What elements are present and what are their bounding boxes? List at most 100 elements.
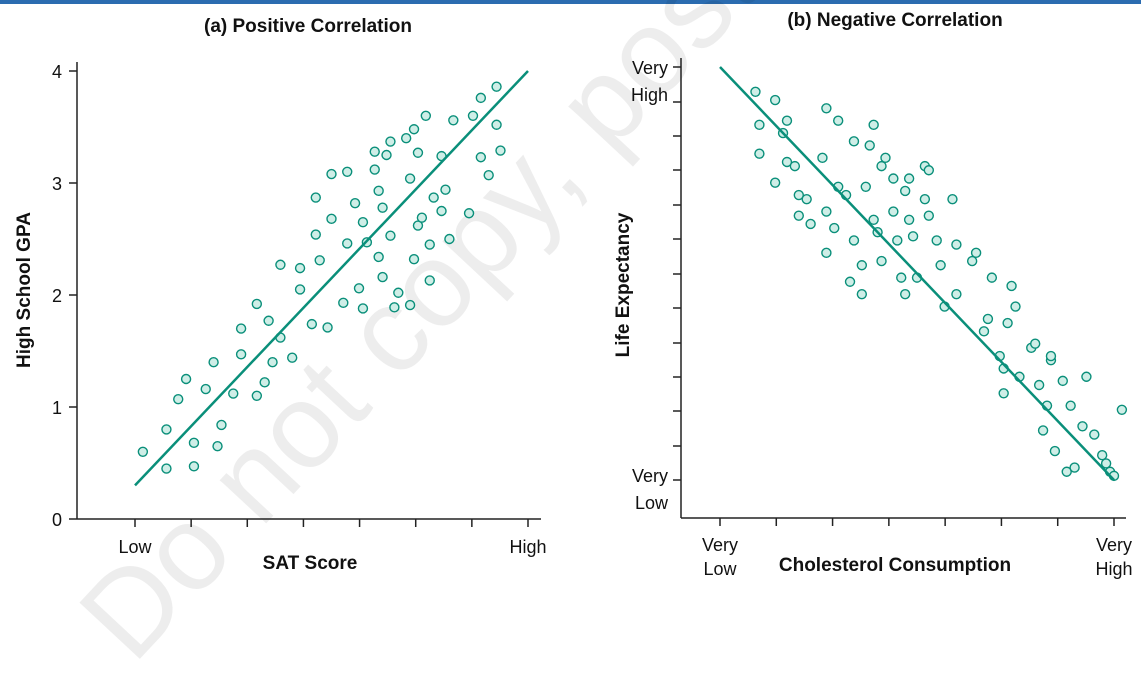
chart-a-point — [463, 208, 475, 219]
chart-b-y-tick-label: Very — [632, 58, 668, 78]
chart-a-point — [491, 81, 502, 92]
chart-b-point — [821, 206, 832, 217]
chart-b-point — [793, 210, 805, 221]
chart-b-point — [919, 193, 931, 205]
chart-a-point — [310, 192, 321, 203]
chart-a-point — [294, 284, 306, 295]
chart-b-point — [1061, 466, 1072, 477]
chart-a-title: (a) Positive Correlation — [204, 16, 412, 37]
chart-b-point — [821, 103, 832, 114]
top-accent-bar — [0, 0, 1141, 4]
chart-a-y-tick-label: 1 — [52, 398, 62, 418]
chart-b-axes: Very High Very Low Very Low Very High — [631, 58, 1133, 579]
chart-b-point — [1065, 400, 1076, 411]
chart-a-point — [216, 419, 227, 431]
chart-a-point — [275, 259, 286, 270]
chart-b-point — [781, 156, 793, 168]
chart-b-point — [1081, 371, 1092, 382]
chart-a-point — [322, 322, 333, 333]
chart-a-point — [338, 297, 349, 309]
chart-a-point — [408, 124, 420, 135]
chart-a-point — [212, 441, 223, 452]
chart-a-point — [495, 145, 506, 156]
chart-a-point — [424, 275, 435, 286]
chart-b-point — [1069, 462, 1080, 473]
chart-b-point — [829, 222, 840, 234]
chart-a-point — [444, 233, 455, 245]
chart-b-trend-line — [719, 66, 1115, 481]
chart-b-point — [848, 235, 860, 246]
chart-a-point — [137, 446, 149, 457]
chart-a-point — [420, 110, 432, 122]
chart-b-point — [888, 173, 899, 184]
chart-a-point — [326, 168, 337, 180]
chart-b-point — [856, 260, 868, 271]
chart-b-x-tick-label: Very — [702, 535, 738, 555]
chart-a-point — [251, 390, 263, 401]
chart-b-point — [876, 255, 887, 267]
chart-b-x-tick-label: Low — [703, 559, 737, 579]
chart-b-point — [868, 214, 879, 226]
chart-a-point — [467, 110, 479, 122]
chart-a-point — [353, 283, 365, 294]
chart-b-point — [817, 152, 828, 164]
chart-a-point — [306, 318, 318, 330]
chart-a-points — [137, 81, 506, 474]
chart-a-point — [326, 213, 337, 225]
chart-a-point — [369, 146, 380, 157]
chart-a-point — [381, 149, 392, 161]
chart-b-point — [864, 140, 875, 151]
chart-b-x-tick-label: Very — [1096, 535, 1132, 555]
chart-negative-correlation: (b) Negative Correlation Very High Very Low… — [613, 10, 1133, 579]
chart-b-point — [907, 231, 919, 242]
chart-a-point — [267, 357, 278, 368]
chart-b-point — [947, 193, 958, 205]
chart-a-y-tick-label: 3 — [52, 174, 62, 194]
chart-b-point — [892, 235, 903, 246]
chart-a-point — [251, 298, 263, 310]
chart-a-point — [428, 192, 439, 203]
chart-b-point — [750, 86, 761, 97]
chart-b-point — [899, 185, 911, 197]
chart-b-point — [876, 160, 887, 172]
chart-b-y-tick-label: Low — [635, 493, 669, 513]
chart-a-point — [357, 303, 369, 314]
chart-b-y-tick-label: High — [631, 85, 668, 105]
chart-a-trend-line — [134, 70, 529, 487]
chart-b-point — [754, 119, 765, 131]
chart-a-point — [369, 164, 380, 175]
chart-b-point — [982, 313, 994, 325]
chart-b-point — [1077, 421, 1088, 432]
chart-b-point — [1100, 458, 1112, 469]
chart-b-point — [1006, 280, 1017, 292]
chart-a-point — [393, 287, 404, 298]
chart-b-point — [789, 160, 801, 172]
chart-b-point — [923, 210, 935, 221]
chart-b-point — [1096, 450, 1108, 461]
chart-a-point — [349, 197, 361, 209]
chart-a-point — [373, 251, 384, 263]
chart-b-point — [844, 276, 856, 287]
chart-b-point — [951, 239, 962, 250]
chart-b-point — [978, 326, 990, 337]
chart-b-y-axis-label: Life Expectancy — [613, 212, 634, 357]
chart-a-point — [259, 377, 270, 388]
chart-a-point — [342, 238, 353, 249]
chart-b-point — [1030, 338, 1041, 349]
chart-a-y-tick-label: 0 — [52, 510, 62, 530]
chart-a-point — [294, 262, 306, 274]
chart-a-point — [491, 119, 502, 130]
chart-a-point — [416, 212, 428, 223]
chart-a-point — [404, 173, 416, 184]
chart-a-point — [404, 299, 416, 311]
chart-b-points — [750, 86, 1128, 482]
chart-a-point — [436, 205, 447, 217]
chart-b-point — [880, 152, 891, 164]
chart-b-point — [998, 388, 1009, 399]
chart-b-point — [951, 288, 962, 300]
chart-a-point — [408, 253, 420, 265]
chart-b-point — [1033, 379, 1045, 391]
chart-a-point — [235, 323, 247, 334]
chart-b-point — [781, 115, 793, 126]
chart-a-y-tick-label: 2 — [52, 286, 62, 306]
